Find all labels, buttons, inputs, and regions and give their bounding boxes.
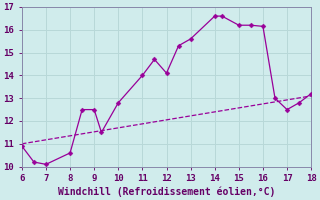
X-axis label: Windchill (Refroidissement éolien,°C): Windchill (Refroidissement éolien,°C) [58,186,275,197]
